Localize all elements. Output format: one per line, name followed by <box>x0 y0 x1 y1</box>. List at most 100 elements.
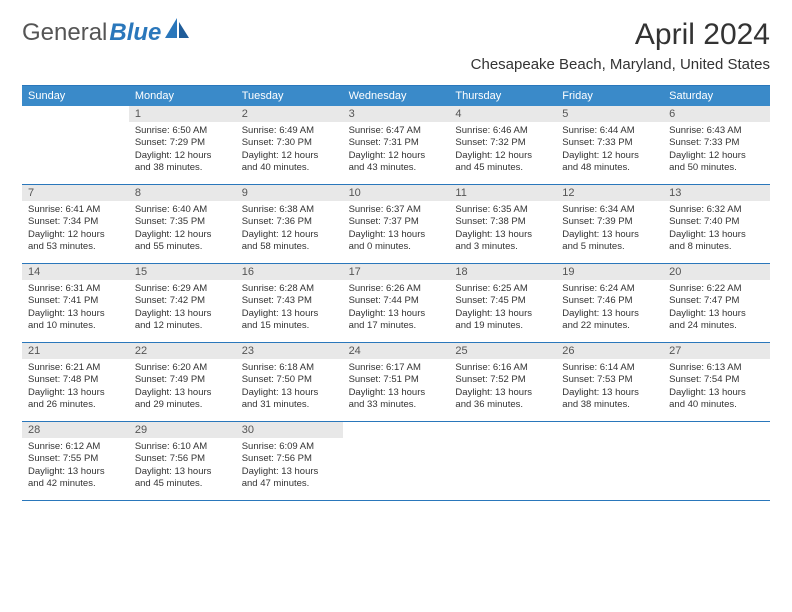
day-sunrise: Sunrise: 6:21 AM <box>28 362 123 374</box>
day-daylight2: and 48 minutes. <box>562 162 657 174</box>
day-daylight1: Daylight: 13 hours <box>455 229 550 241</box>
dow-cell: Wednesday <box>343 86 450 106</box>
day-number: 5 <box>556 106 663 122</box>
day-sunset: Sunset: 7:33 PM <box>669 137 764 149</box>
day-sunset: Sunset: 7:53 PM <box>562 374 657 386</box>
day-body: Sunrise: 6:44 AMSunset: 7:33 PMDaylight:… <box>556 122 663 177</box>
day-sunrise: Sunrise: 6:40 AM <box>135 204 230 216</box>
day-number: 6 <box>663 106 770 122</box>
day-sunrise: Sunrise: 6:31 AM <box>28 283 123 295</box>
day-daylight1: Daylight: 13 hours <box>562 387 657 399</box>
day-daylight2: and 55 minutes. <box>135 241 230 253</box>
day-body: Sunrise: 6:17 AMSunset: 7:51 PMDaylight:… <box>343 359 450 414</box>
day-cell: 21Sunrise: 6:21 AMSunset: 7:48 PMDayligh… <box>22 343 129 421</box>
day-daylight2: and 38 minutes. <box>135 162 230 174</box>
day-body: Sunrise: 6:34 AMSunset: 7:39 PMDaylight:… <box>556 201 663 256</box>
header: General Blue April 2024 Chesapeake Beach… <box>22 18 770 73</box>
day-cell <box>449 422 556 500</box>
week-row: 1Sunrise: 6:50 AMSunset: 7:29 PMDaylight… <box>22 106 770 185</box>
day-cell: 20Sunrise: 6:22 AMSunset: 7:47 PMDayligh… <box>663 264 770 342</box>
week-row: 14Sunrise: 6:31 AMSunset: 7:41 PMDayligh… <box>22 264 770 343</box>
day-daylight2: and 0 minutes. <box>349 241 444 253</box>
day-sunset: Sunset: 7:32 PM <box>455 137 550 149</box>
title-block: April 2024 Chesapeake Beach, Maryland, U… <box>471 18 770 73</box>
day-sunset: Sunset: 7:33 PM <box>562 137 657 149</box>
day-number: 25 <box>449 343 556 359</box>
day-body: Sunrise: 6:43 AMSunset: 7:33 PMDaylight:… <box>663 122 770 177</box>
day-cell <box>663 422 770 500</box>
day-body: Sunrise: 6:38 AMSunset: 7:36 PMDaylight:… <box>236 201 343 256</box>
day-daylight2: and 31 minutes. <box>242 399 337 411</box>
day-number: 22 <box>129 343 236 359</box>
day-cell: 23Sunrise: 6:18 AMSunset: 7:50 PMDayligh… <box>236 343 343 421</box>
dow-cell: Friday <box>556 86 663 106</box>
day-sunset: Sunset: 7:39 PM <box>562 216 657 228</box>
day-sunrise: Sunrise: 6:38 AM <box>242 204 337 216</box>
day-cell: 9Sunrise: 6:38 AMSunset: 7:36 PMDaylight… <box>236 185 343 263</box>
day-sunset: Sunset: 7:37 PM <box>349 216 444 228</box>
day-number: 24 <box>343 343 450 359</box>
day-sunset: Sunset: 7:54 PM <box>669 374 764 386</box>
day-sunrise: Sunrise: 6:35 AM <box>455 204 550 216</box>
day-sunrise: Sunrise: 6:37 AM <box>349 204 444 216</box>
day-body: Sunrise: 6:29 AMSunset: 7:42 PMDaylight:… <box>129 280 236 335</box>
day-number: 14 <box>22 264 129 280</box>
day-daylight2: and 5 minutes. <box>562 241 657 253</box>
day-daylight2: and 45 minutes. <box>455 162 550 174</box>
day-cell <box>22 106 129 184</box>
week-row: 28Sunrise: 6:12 AMSunset: 7:55 PMDayligh… <box>22 422 770 501</box>
dow-cell: Monday <box>129 86 236 106</box>
day-number: 12 <box>556 185 663 201</box>
day-body: Sunrise: 6:10 AMSunset: 7:56 PMDaylight:… <box>129 438 236 493</box>
day-body: Sunrise: 6:14 AMSunset: 7:53 PMDaylight:… <box>556 359 663 414</box>
day-sunset: Sunset: 7:44 PM <box>349 295 444 307</box>
day-daylight2: and 26 minutes. <box>28 399 123 411</box>
day-sunset: Sunset: 7:51 PM <box>349 374 444 386</box>
logo-word-general: General <box>22 19 107 47</box>
day-daylight1: Daylight: 12 hours <box>135 229 230 241</box>
day-daylight2: and 36 minutes. <box>455 399 550 411</box>
day-cell: 25Sunrise: 6:16 AMSunset: 7:52 PMDayligh… <box>449 343 556 421</box>
day-number: 30 <box>236 422 343 438</box>
day-sunset: Sunset: 7:31 PM <box>349 137 444 149</box>
day-sunset: Sunset: 7:56 PM <box>242 453 337 465</box>
day-body: Sunrise: 6:37 AMSunset: 7:37 PMDaylight:… <box>343 201 450 256</box>
day-cell <box>343 422 450 500</box>
day-number: 10 <box>343 185 450 201</box>
day-body: Sunrise: 6:13 AMSunset: 7:54 PMDaylight:… <box>663 359 770 414</box>
day-body: Sunrise: 6:35 AMSunset: 7:38 PMDaylight:… <box>449 201 556 256</box>
day-daylight1: Daylight: 13 hours <box>455 308 550 320</box>
day-sunrise: Sunrise: 6:29 AM <box>135 283 230 295</box>
day-cell: 6Sunrise: 6:43 AMSunset: 7:33 PMDaylight… <box>663 106 770 184</box>
day-number: 8 <box>129 185 236 201</box>
day-cell: 15Sunrise: 6:29 AMSunset: 7:42 PMDayligh… <box>129 264 236 342</box>
day-daylight2: and 42 minutes. <box>28 478 123 490</box>
day-body: Sunrise: 6:12 AMSunset: 7:55 PMDaylight:… <box>22 438 129 493</box>
day-number: 7 <box>22 185 129 201</box>
day-sunset: Sunset: 7:49 PM <box>135 374 230 386</box>
day-sunrise: Sunrise: 6:24 AM <box>562 283 657 295</box>
day-sunset: Sunset: 7:42 PM <box>135 295 230 307</box>
day-daylight1: Daylight: 12 hours <box>28 229 123 241</box>
day-daylight2: and 10 minutes. <box>28 320 123 332</box>
day-number: 29 <box>129 422 236 438</box>
day-sunset: Sunset: 7:46 PM <box>562 295 657 307</box>
day-body: Sunrise: 6:49 AMSunset: 7:30 PMDaylight:… <box>236 122 343 177</box>
dow-cell: Tuesday <box>236 86 343 106</box>
day-daylight2: and 12 minutes. <box>135 320 230 332</box>
day-daylight2: and 8 minutes. <box>669 241 764 253</box>
day-cell: 28Sunrise: 6:12 AMSunset: 7:55 PMDayligh… <box>22 422 129 500</box>
day-cell: 14Sunrise: 6:31 AMSunset: 7:41 PMDayligh… <box>22 264 129 342</box>
day-number: 17 <box>343 264 450 280</box>
day-cell: 4Sunrise: 6:46 AMSunset: 7:32 PMDaylight… <box>449 106 556 184</box>
day-cell: 22Sunrise: 6:20 AMSunset: 7:49 PMDayligh… <box>129 343 236 421</box>
day-cell: 17Sunrise: 6:26 AMSunset: 7:44 PMDayligh… <box>343 264 450 342</box>
day-number: 15 <box>129 264 236 280</box>
day-daylight1: Daylight: 13 hours <box>242 308 337 320</box>
day-body: Sunrise: 6:46 AMSunset: 7:32 PMDaylight:… <box>449 122 556 177</box>
day-body: Sunrise: 6:09 AMSunset: 7:56 PMDaylight:… <box>236 438 343 493</box>
day-sunset: Sunset: 7:48 PM <box>28 374 123 386</box>
day-cell: 16Sunrise: 6:28 AMSunset: 7:43 PMDayligh… <box>236 264 343 342</box>
day-sunrise: Sunrise: 6:16 AM <box>455 362 550 374</box>
day-sunrise: Sunrise: 6:49 AM <box>242 125 337 137</box>
